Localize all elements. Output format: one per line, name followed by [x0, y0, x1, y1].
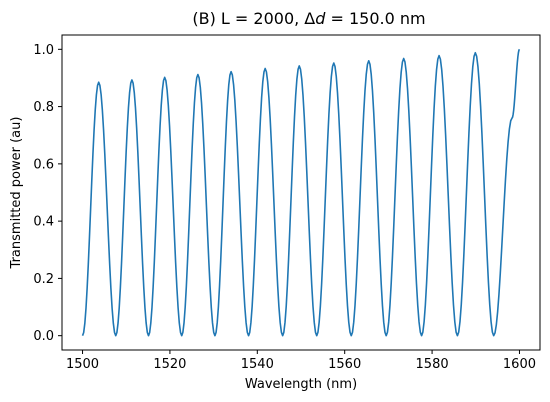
y-tick-label: 0.2	[33, 272, 54, 287]
x-tick-label: 1520	[153, 357, 186, 372]
axes-frame	[61, 34, 541, 351]
chart-title: (B) L = 2000, Δd = 150.0 nm	[192, 9, 425, 28]
y-tick-label: 0.6	[33, 157, 54, 172]
x-axis-ticks: 1500 1520 1540 1560 1580 1600	[66, 350, 536, 372]
x-tick-label: 1580	[416, 357, 449, 372]
series-line-transmitted-power	[81, 48, 521, 337]
x-tick-label: 1600	[503, 357, 536, 372]
x-axis-label: Wavelength (nm)	[245, 377, 357, 392]
y-tick-label: 0.8	[33, 100, 54, 115]
chart-title-variable: d	[315, 9, 326, 28]
x-tick-label: 1540	[241, 357, 274, 372]
x-tick-label: 1560	[328, 357, 361, 372]
y-axis-ticks: 0.0 0.2 0.4 0.6 0.8 1.0	[33, 43, 62, 344]
chart-title-suffix: = 150.0 nm	[325, 9, 425, 28]
y-tick-label: 1.0	[33, 43, 54, 58]
y-tick-label: 0.0	[33, 329, 54, 344]
y-axis-label: Transmitted power (au)	[9, 117, 24, 270]
chart-title-prefix: (B) L = 2000, Δ	[192, 9, 315, 28]
plot-area	[61, 34, 541, 351]
x-tick-label: 1500	[66, 357, 99, 372]
y-tick-label: 0.4	[33, 215, 54, 230]
